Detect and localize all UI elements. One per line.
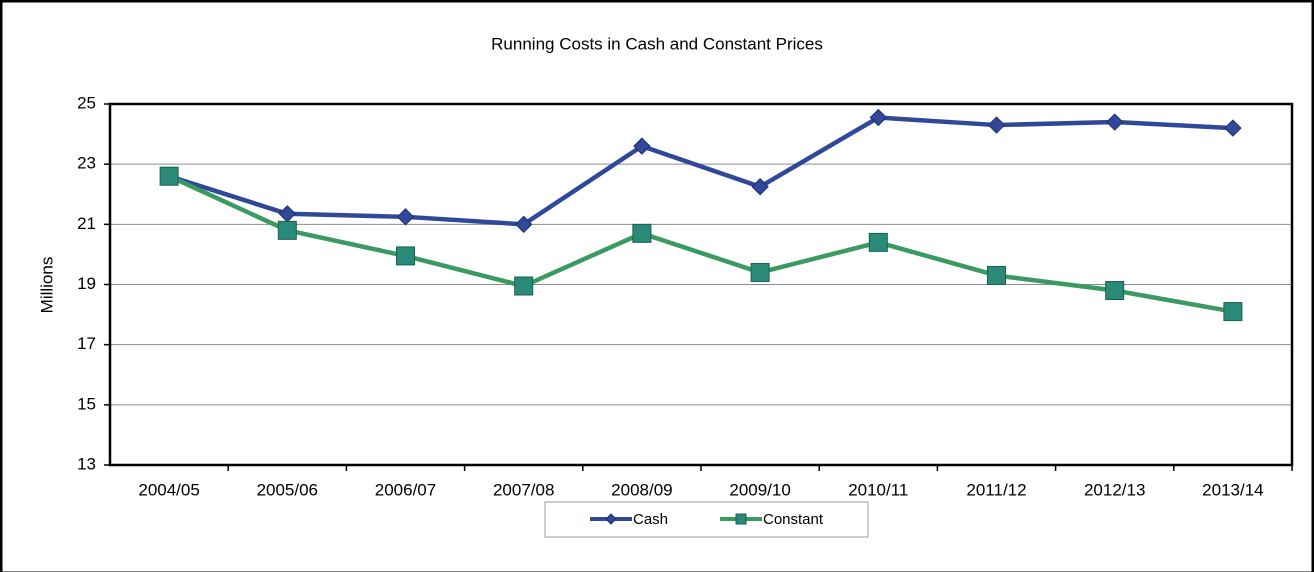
- x-tick-label: 2013/14: [1202, 480, 1263, 499]
- data-point: [751, 178, 769, 196]
- x-tick-label: 2005/06: [257, 480, 318, 499]
- data-point: [750, 262, 770, 282]
- data-point: [396, 208, 415, 226]
- series-line: [168, 115, 1234, 227]
- y-tick-label: 19: [77, 274, 96, 293]
- data-point: [868, 232, 888, 252]
- data-point: [1224, 119, 1242, 137]
- x-tick-label: 2009/10: [729, 480, 790, 499]
- legend-marker: [605, 513, 617, 525]
- legend-label: Constant: [763, 511, 824, 528]
- data-point: [633, 137, 651, 155]
- y-tick-label: 15: [77, 394, 96, 413]
- y-tick-label: 25: [77, 93, 96, 112]
- data-point: [1105, 281, 1125, 301]
- data-point: [632, 223, 652, 243]
- data-point: [1223, 302, 1243, 322]
- y-tick-label: 23: [77, 154, 96, 173]
- y-tick-label: 13: [77, 454, 96, 473]
- x-tick-label: 2007/08: [493, 480, 554, 499]
- data-point: [514, 215, 533, 234]
- data-point: [396, 246, 415, 266]
- plot-border: [108, 102, 1294, 467]
- series-line: [168, 174, 1234, 314]
- x-tick-label: 2011/12: [966, 480, 1026, 499]
- data-point: [277, 220, 297, 240]
- data-point: [514, 276, 534, 296]
- data-point: [1105, 113, 1124, 131]
- legend-label: Cash: [633, 511, 668, 528]
- y-axis-label: Millions: [37, 257, 56, 314]
- x-tick-label: 2010/11: [848, 480, 908, 499]
- y-tick-label: 17: [77, 334, 96, 353]
- x-tick-label: 2004/05: [138, 480, 199, 499]
- x-tick-label: 2012/13: [1084, 480, 1145, 499]
- y-tick-label: 21: [77, 214, 96, 233]
- x-tick-label: 2008/09: [611, 480, 672, 499]
- chart-title: Running Costs in Cash and Constant Price…: [491, 34, 823, 53]
- legend-marker: [735, 513, 747, 525]
- data-point: [987, 265, 1006, 285]
- data-point: [869, 108, 888, 127]
- data-point: [987, 116, 1006, 134]
- x-tick-label: 2006/07: [375, 480, 436, 499]
- data-point: [159, 166, 179, 186]
